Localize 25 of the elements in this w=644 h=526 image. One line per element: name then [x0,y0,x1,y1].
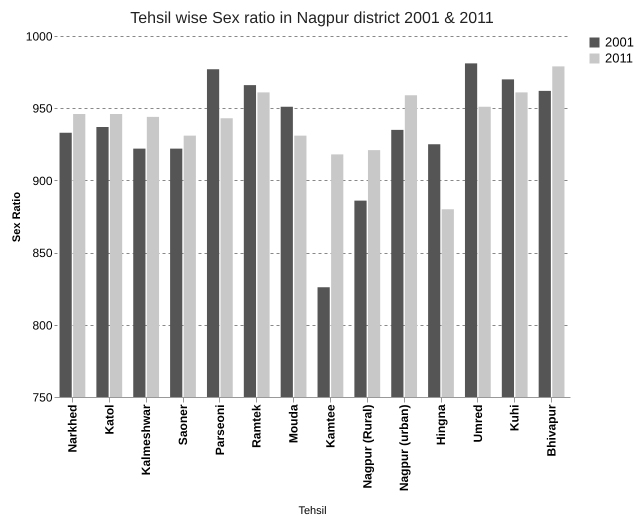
x-tick-label: Saoner [176,404,190,446]
x-tick-label: Kuhi [508,404,522,432]
x-tick-label: Mouda [286,404,301,444]
y-tick-label: 850 [32,246,53,260]
x-tick-label: Narkhed [65,404,80,453]
y-tick-label: 750 [32,390,53,404]
x-tick-label: Nagpur (urban) [397,404,412,492]
x-axis-title: Tehsil [298,505,327,518]
y-axis-title: Sex Ratio [10,192,23,242]
x-tick-label: Umred [470,404,485,443]
x-tick-label: Parseoni [212,404,227,456]
x-tick-label: Ramtek [250,404,264,448]
y-tick-label: 800 [32,318,53,332]
x-tick-label: Bhivapur [544,404,559,457]
y-tick-label: 900 [32,174,53,188]
x-tick-label: Nagpur (Rural) [360,404,374,488]
x-tick-label: Kalmeshwar [139,404,154,476]
legend-label: 2001 [605,34,634,50]
x-tick-label: Kamtee [323,404,338,448]
x-tick-label: Hingna [434,404,448,446]
x-tick-label: Katol [102,404,116,434]
y-tick-label: 950 [32,102,53,116]
y-tick-label: 1000 [26,30,53,44]
legend-label: 2011 [605,50,633,66]
chart-title: Tehsil wise Sex ratio in Nagpur district 2001 & 2011 [130,10,494,27]
